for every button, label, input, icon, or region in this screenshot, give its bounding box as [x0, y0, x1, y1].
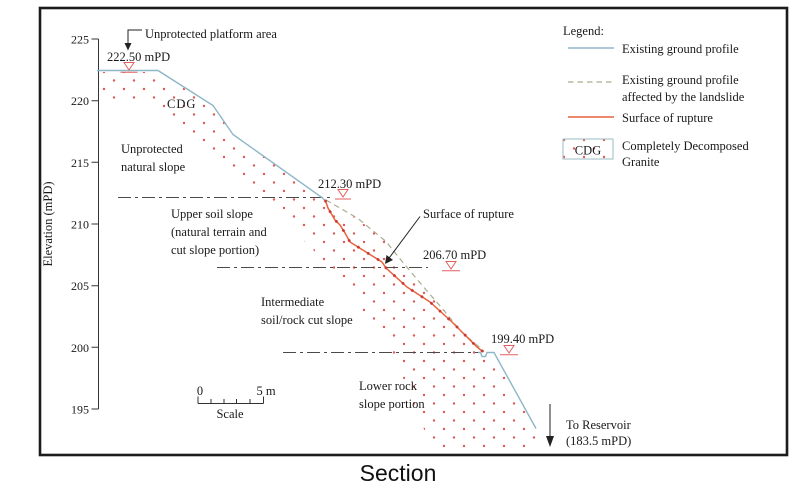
elevation-axis: 225 220 215 210 205 200 195 Elevation (m… — [41, 33, 99, 417]
section-title: Section — [360, 460, 437, 486]
reservoir-label-line2: (183.5 mPD) — [566, 434, 631, 448]
scale-bar: 0 5 m Scale — [197, 384, 276, 421]
tick-label-210: 210 — [71, 218, 89, 232]
surface-of-rupture-ticks — [324, 199, 485, 354]
legend-ground-profile-label: Existing ground profile — [622, 42, 739, 56]
tick-label-225: 225 — [71, 33, 89, 47]
legend-affected-profile-label-line2: affected by the landslide — [622, 90, 745, 104]
elev-222-label: 222.50 mPD — [107, 50, 170, 64]
legend-heading: Legend: — [563, 24, 604, 38]
diagram-border — [38, 6, 789, 457]
upper-soil-label-line3: cut slope portion) — [171, 243, 259, 257]
intermediate-label-line2: soil/rock cut slope — [261, 313, 353, 327]
tick-label-195: 195 — [71, 403, 89, 417]
legend-rupture-label: Surface of rupture — [622, 111, 713, 125]
level-marker-212 — [335, 189, 351, 200]
rupture-leader — [385, 216, 421, 264]
tick-label-220: 220 — [71, 94, 89, 108]
reservoir-arrow-icon — [546, 436, 554, 447]
upper-soil-label-line2: (natural terrain and — [171, 225, 268, 239]
tick-label-200: 200 — [71, 341, 89, 355]
legend: Legend: Existing ground profile Existing… — [562, 24, 749, 169]
level-marker-199 — [500, 345, 518, 356]
level-marker-222 — [120, 62, 138, 73]
elev-212-label: 212.30 mPD — [318, 177, 381, 191]
axis-title: Elevation (mPD) — [41, 181, 55, 266]
elev-199-label: 199.40 mPD — [491, 332, 554, 346]
affected-ground-profile — [325, 199, 485, 352]
level-marker-206 — [442, 261, 460, 272]
cdg-granite-zone — [97, 72, 536, 449]
intermediate-label-line1: Intermediate — [261, 295, 325, 309]
natural-slope-label-line2: natural slope — [121, 160, 186, 174]
scale-zero-label: 0 — [197, 384, 203, 398]
elev-206-label: 206.70 mPD — [423, 248, 486, 262]
upper-soil-label-line1: Upper soil slope — [171, 207, 253, 221]
lower-rock-label-line2: slope portion — [359, 397, 425, 411]
axis-tick-marks — [91, 38, 99, 410]
ground-profile-lower — [478, 351, 537, 429]
cdg-zone-label: CDG — [167, 97, 196, 111]
platform-leader — [124, 29, 142, 51]
reservoir-arrow — [546, 404, 554, 447]
rupture-annotation-label: Surface of rupture — [423, 207, 514, 221]
scale-five-label: 5 m — [256, 384, 275, 398]
legend-cdg-swatch-text: CDG — [575, 144, 601, 158]
legend-cdg-label-line2: Granite — [622, 155, 660, 169]
legend-cdg-swatch-box — [562, 138, 614, 160]
legend-cdg-label-line1: Completely Decomposed — [622, 139, 749, 153]
natural-slope-label-line1: Unprotected — [121, 142, 184, 156]
platform-area-label: Unprotected platform area — [145, 27, 277, 41]
lower-rock-label-line1: Lower rock — [359, 379, 418, 393]
scale-caption: Scale — [216, 407, 244, 421]
reservoir-label-line1: To Reservoir — [566, 418, 632, 432]
legend-affected-profile-label-line1: Existing ground profile — [622, 73, 739, 87]
tick-label-205: 205 — [71, 279, 89, 293]
rupture-leader-arrow-icon — [385, 255, 393, 264]
tick-label-215: 215 — [71, 156, 89, 170]
platform-leader-arrow-icon — [124, 43, 132, 51]
ground-profile-upper — [97, 69, 326, 202]
